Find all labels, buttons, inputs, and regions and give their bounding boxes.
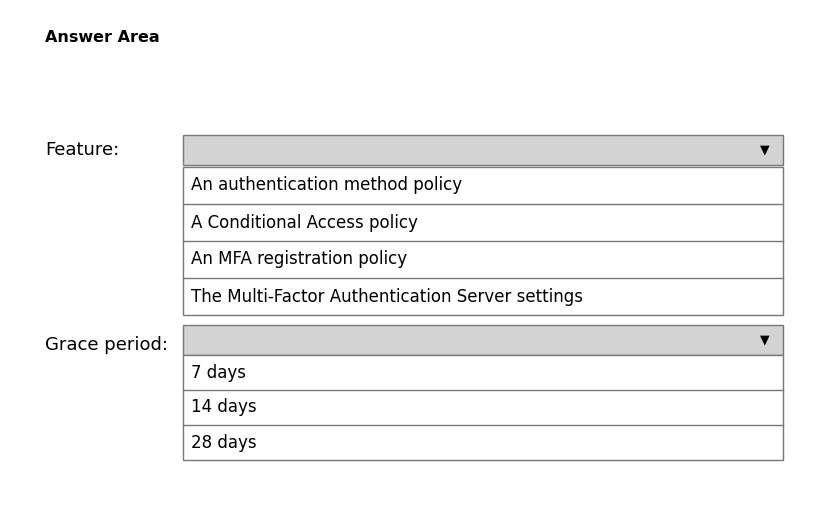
Text: 7 days: 7 days bbox=[191, 363, 246, 382]
Bar bbox=[183, 135, 783, 165]
Bar bbox=[183, 355, 783, 460]
Text: A Conditional Access policy: A Conditional Access policy bbox=[191, 214, 418, 231]
Text: Feature:: Feature: bbox=[45, 141, 119, 159]
Bar bbox=[183, 325, 783, 355]
Text: Grace period:: Grace period: bbox=[45, 336, 168, 354]
Text: Answer Area: Answer Area bbox=[45, 30, 160, 45]
Text: The Multi-Factor Authentication Server settings: The Multi-Factor Authentication Server s… bbox=[191, 288, 583, 305]
Bar bbox=[183, 167, 783, 315]
Text: An authentication method policy: An authentication method policy bbox=[191, 176, 462, 194]
Text: ▼: ▼ bbox=[761, 144, 769, 157]
Text: An MFA registration policy: An MFA registration policy bbox=[191, 251, 407, 268]
Text: 28 days: 28 days bbox=[191, 434, 256, 451]
Text: 14 days: 14 days bbox=[191, 398, 256, 417]
Text: ▼: ▼ bbox=[761, 333, 769, 346]
